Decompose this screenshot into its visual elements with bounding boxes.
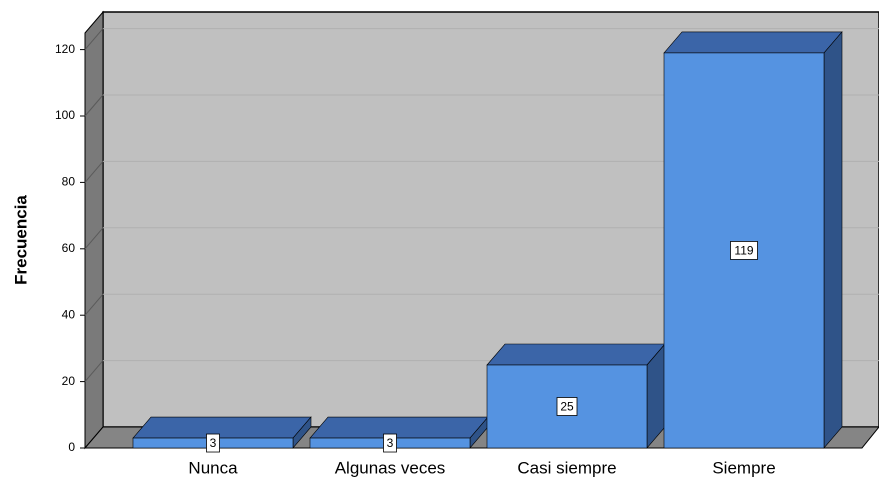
bar-side xyxy=(823,31,843,449)
y-tick-label: 40 xyxy=(62,307,76,321)
value-label-box xyxy=(206,433,220,453)
bar-top xyxy=(309,416,489,439)
bar xyxy=(486,343,666,449)
grid-line xyxy=(84,227,104,250)
grid-line xyxy=(84,293,104,316)
bar xyxy=(309,416,489,449)
x-tick-label: Siempre xyxy=(712,458,775,477)
y-tick-label: 20 xyxy=(62,374,76,388)
grid-line xyxy=(84,94,104,117)
grid-line xyxy=(84,360,104,382)
y-tick-label: 0 xyxy=(68,440,75,454)
y-tick-label: 60 xyxy=(62,241,76,255)
x-tick-label: Nunca xyxy=(188,458,238,477)
value-label: 25 xyxy=(560,400,574,414)
bar xyxy=(663,31,843,449)
bar xyxy=(132,416,312,449)
value-label-box xyxy=(730,241,758,260)
x-tick-label: Algunas veces xyxy=(335,458,446,477)
bar-top xyxy=(486,343,666,366)
bar-top xyxy=(132,416,312,439)
x-tick-label: Casi siempre xyxy=(517,458,616,477)
value-label: 119 xyxy=(734,244,753,258)
y-tick-label: 100 xyxy=(55,108,75,122)
y-axis-label: Frecuencia xyxy=(11,195,30,285)
value-label-box xyxy=(383,433,397,453)
grid-line xyxy=(84,161,104,183)
value-label: 3 xyxy=(387,436,394,450)
value-label: 3 xyxy=(210,436,217,450)
bar-top xyxy=(663,31,843,54)
side-wall xyxy=(84,10,104,450)
y-tick-label: 80 xyxy=(62,175,76,189)
grid-line xyxy=(84,28,104,50)
y-tick-label: 120 xyxy=(55,42,75,56)
value-label-box xyxy=(556,397,578,416)
